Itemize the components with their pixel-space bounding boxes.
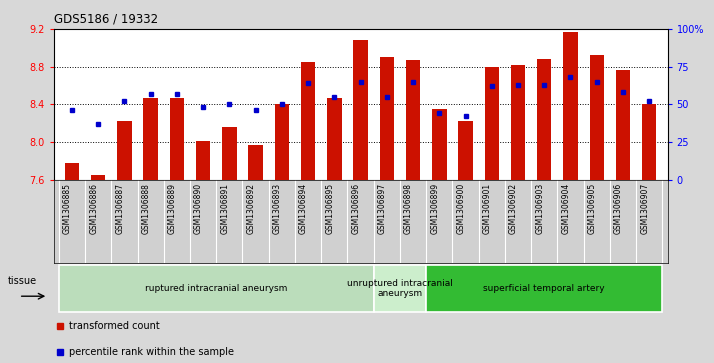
Bar [196,141,211,180]
Bar [380,57,394,180]
Text: GSM1306896: GSM1306896 [351,183,361,234]
Bar [275,104,289,180]
Text: GSM1306886: GSM1306886 [89,183,98,234]
Text: superficial temporal artery: superficial temporal artery [483,284,605,293]
Bar [248,145,263,180]
Text: GSM1306897: GSM1306897 [378,183,387,234]
Bar [537,59,551,180]
Text: GSM1306904: GSM1306904 [561,183,570,234]
Text: GSM1306888: GSM1306888 [141,183,151,234]
Text: GSM1306891: GSM1306891 [221,183,229,234]
Bar [117,121,131,180]
FancyBboxPatch shape [426,265,663,313]
Text: GSM1306900: GSM1306900 [456,183,466,234]
Text: transformed count: transformed count [69,321,160,331]
Bar [222,127,236,180]
Text: percentile rank within the sample: percentile rank within the sample [69,347,234,357]
Text: GSM1306907: GSM1306907 [640,183,649,234]
Text: GSM1306885: GSM1306885 [63,183,72,234]
FancyBboxPatch shape [59,265,373,313]
Text: GDS5186 / 19332: GDS5186 / 19332 [54,12,158,25]
Bar [563,32,578,180]
Text: GSM1306905: GSM1306905 [588,183,597,234]
Text: GSM1306898: GSM1306898 [404,183,413,234]
Bar [353,40,368,180]
Bar [144,98,158,180]
Bar [170,98,184,180]
Text: tissue: tissue [8,276,37,286]
Bar [301,62,316,180]
Bar [327,98,341,180]
Bar [485,67,499,180]
Bar [590,56,604,180]
Bar [615,70,630,180]
Text: GSM1306892: GSM1306892 [246,183,256,234]
Text: GSM1306887: GSM1306887 [116,183,124,234]
Text: GSM1306899: GSM1306899 [431,183,439,234]
Text: unruptured intracranial
aneurysm: unruptured intracranial aneurysm [347,279,453,298]
Bar [91,175,106,180]
Text: GSM1306895: GSM1306895 [326,183,334,234]
Bar [432,109,446,180]
Bar [65,163,79,180]
Bar [511,65,526,180]
Text: GSM1306906: GSM1306906 [614,183,623,234]
Text: GSM1306890: GSM1306890 [194,183,203,234]
Text: GSM1306893: GSM1306893 [273,183,282,234]
Bar [642,104,656,180]
Text: GSM1306902: GSM1306902 [509,183,518,234]
Text: GSM1306903: GSM1306903 [536,183,544,234]
FancyBboxPatch shape [373,265,426,313]
Text: GSM1306889: GSM1306889 [168,183,177,234]
Text: GSM1306894: GSM1306894 [299,183,308,234]
Text: ruptured intracranial aneurysm: ruptured intracranial aneurysm [145,284,288,293]
Bar [458,121,473,180]
Bar [406,60,421,180]
Text: GSM1306901: GSM1306901 [483,183,492,234]
